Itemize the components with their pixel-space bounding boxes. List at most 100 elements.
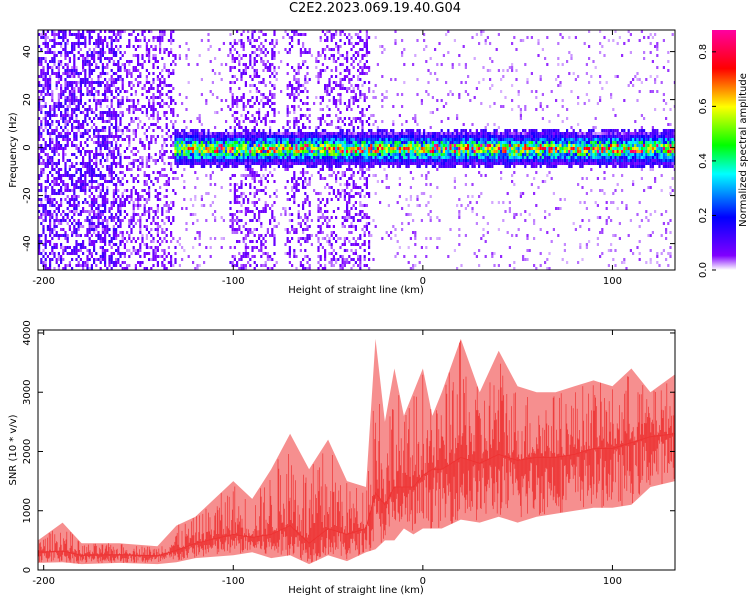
spectrogram-cell [288, 213, 291, 216]
spectrogram-cell [71, 108, 74, 111]
spectrogram-cell [71, 189, 74, 192]
spectrogram-cell [170, 255, 173, 258]
spectrogram-cell [40, 84, 43, 87]
spectrogram-cell [108, 147, 111, 150]
spectrogram-cell [126, 240, 129, 243]
spectrogram-cell [319, 69, 322, 72]
spectrogram-cell [60, 90, 63, 93]
spectrogram-cell [77, 39, 80, 42]
spectrogram-cell [95, 81, 98, 84]
spectrogram-cell [352, 204, 355, 207]
spectrogram-cell [321, 69, 324, 72]
spectrogram-cell [150, 84, 153, 87]
spectrogram-cell [352, 132, 355, 135]
spectrogram-cell [132, 186, 135, 189]
spectrogram-cell [231, 165, 234, 168]
spectrogram-cell [55, 162, 58, 165]
spectrogram-cell [249, 90, 252, 93]
spectrogram-cell [163, 84, 166, 87]
spectrogram-cell [249, 219, 252, 222]
spectrogram-cell [357, 147, 360, 150]
spectrogram-cell [337, 207, 340, 210]
spectrogram-cell [93, 93, 96, 96]
spectrogram-cell [198, 162, 201, 165]
spectrogram-cell [297, 177, 300, 180]
spectrogram-cell [359, 165, 362, 168]
spectrogram-cell [220, 141, 223, 144]
spectrogram-cell [108, 261, 111, 264]
spectrogram-cell [104, 177, 107, 180]
spectrogram-cell [40, 234, 43, 237]
spectrogram-cell [220, 132, 223, 135]
spectrogram-cell [295, 120, 298, 123]
spectrogram-cell [330, 159, 333, 162]
spectrogram-cell [90, 264, 93, 267]
spectrogram-cell [176, 150, 179, 153]
spectrogram-cell [348, 42, 351, 45]
spectrogram-cell [354, 141, 357, 144]
spectrogram-cell [66, 234, 69, 237]
spectrogram-cell [330, 216, 333, 219]
spectrogram-cell [106, 45, 109, 48]
spectrogram-cell [104, 204, 107, 207]
spectrogram-cell [286, 168, 289, 171]
spectrogram-cell [306, 144, 309, 147]
spectrogram-cell [368, 132, 371, 135]
spectrogram-cell [255, 192, 258, 195]
spectrogram-cell [115, 192, 118, 195]
spectrogram-cell [332, 237, 335, 240]
spectrogram-cell [343, 75, 346, 78]
spectrogram-cell [112, 54, 115, 57]
spectrogram-cell [97, 141, 100, 144]
spectrogram-cell [174, 159, 177, 162]
spectrogram-cell [62, 105, 65, 108]
spectrogram-cell [339, 33, 342, 36]
spectrogram-cell [253, 267, 256, 270]
spectrogram-cell [295, 141, 298, 144]
spectrogram-cell [51, 93, 54, 96]
spectrogram-cell [244, 117, 247, 120]
spectrogram-cell [134, 264, 137, 267]
spectrogram-cell [332, 138, 335, 141]
spectrogram-cell [295, 147, 298, 150]
spectrogram-cell [335, 42, 338, 45]
spectrogram-cell [49, 105, 52, 108]
spectrogram-cell [222, 150, 225, 153]
spectrogram-cell [66, 72, 69, 75]
spectrogram-cell [112, 183, 115, 186]
spectrogram-cell [346, 162, 349, 165]
spectrogram-cell [288, 231, 291, 234]
spectrogram-cell [363, 183, 366, 186]
spectrogram-cell [110, 207, 113, 210]
spectrogram-cell [275, 72, 278, 75]
spectrogram-cell [44, 123, 47, 126]
spectrogram-cell [354, 201, 357, 204]
spectrogram-cell [75, 117, 78, 120]
spectrogram-cell [343, 219, 346, 222]
spectrogram-cell [130, 219, 133, 222]
spectrogram-cell [216, 141, 219, 144]
spectrogram-cell [242, 54, 245, 57]
spectrogram-cell [260, 177, 263, 180]
spectrogram-cell [64, 87, 67, 90]
spectrogram-cell [244, 222, 247, 225]
spectrogram-cell [291, 144, 294, 147]
spectrogram-cell [174, 150, 177, 153]
spectrogram-cell [154, 177, 157, 180]
spectrogram-cell [121, 234, 124, 237]
spectrogram-cell [282, 156, 285, 159]
spectrogram-cell [93, 153, 96, 156]
spectrogram-cell [363, 42, 366, 45]
spectrogram-cell [337, 156, 340, 159]
spectrogram-cell [251, 246, 254, 249]
spectrogram-cell [159, 192, 162, 195]
spectrogram-cell [170, 264, 173, 267]
spectrogram-cell [233, 99, 236, 102]
spectrogram-cell [137, 81, 140, 84]
spectrogram-cell [86, 63, 89, 66]
spectrogram-cell [119, 90, 122, 93]
spectrogram-cell [104, 249, 107, 252]
spectrogram-cell [167, 105, 170, 108]
spectrogram-cell [172, 60, 175, 63]
spectrogram-cell [152, 123, 155, 126]
